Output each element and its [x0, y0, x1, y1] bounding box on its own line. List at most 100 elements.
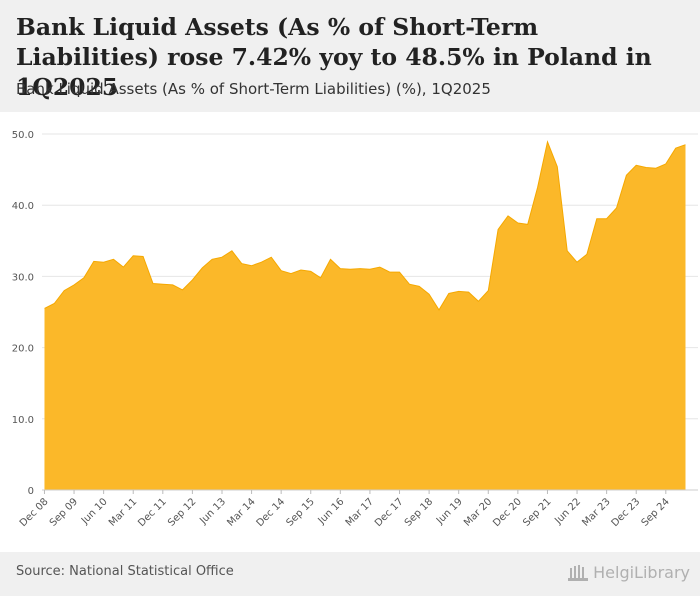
data-point: [675, 147, 677, 149]
data-point: [221, 256, 223, 258]
data-point: [290, 272, 292, 274]
data-point: [635, 164, 637, 166]
x-tick-label: Sep 12: [166, 496, 198, 528]
x-tick-label: Dec 08: [18, 496, 51, 529]
series-area: [44, 141, 686, 491]
y-tick-label: 50.0: [12, 130, 34, 141]
x-tick-label: Dec 20: [491, 496, 524, 529]
x-tick-label: Sep 18: [403, 496, 435, 528]
data-point: [83, 277, 85, 279]
data-point: [201, 267, 203, 269]
data-point: [112, 258, 114, 260]
data-point: [211, 258, 213, 260]
data-point: [142, 255, 144, 257]
data-point: [684, 144, 686, 146]
x-tick-label: Jun 10: [79, 496, 110, 527]
x-tick-label: Dec 23: [610, 496, 643, 529]
data-point: [507, 215, 509, 217]
data-point: [556, 166, 558, 168]
data-point: [172, 284, 174, 286]
x-tick-label: Mar 14: [225, 496, 257, 528]
x-tick-label: Jun 16: [316, 496, 347, 527]
x-tick-label: Mar 17: [344, 496, 376, 528]
y-tick-label: 30.0: [12, 272, 34, 283]
data-point: [566, 250, 568, 252]
chart-footer: Source: National Statistical Office Helg…: [0, 552, 700, 596]
data-point: [398, 271, 400, 273]
data-point: [379, 266, 381, 268]
data-point: [645, 166, 647, 168]
y-tick-label: 0: [28, 486, 34, 497]
x-tick-label: Jun 22: [552, 496, 583, 527]
chart-area: 0 10.0 20.0 30.0 40.0 50.0 Dec 08 Sep 09 Jun 10 M…: [0, 112, 700, 552]
data-point: [122, 266, 124, 268]
y-tick-label: 10.0: [12, 415, 34, 426]
data-point: [231, 250, 233, 252]
x-tick-label: Mar 20: [462, 496, 494, 528]
data-point: [536, 186, 538, 188]
x-tick-label: Mar 11: [107, 496, 139, 528]
data-point: [181, 289, 183, 291]
data-point: [586, 253, 588, 255]
x-tick-label: Sep 09: [48, 496, 80, 528]
data-point: [418, 285, 420, 287]
x-tick-label: Sep 24: [640, 496, 672, 528]
x-tick-label: Sep 15: [285, 496, 317, 528]
x-tick-label: Dec 14: [255, 496, 288, 529]
x-tick-label: Dec 11: [136, 496, 169, 529]
data-point: [63, 289, 65, 291]
data-point: [191, 279, 193, 281]
chart-subtitle: Bank Liquid Assets (As % of Short-Term L…: [16, 80, 491, 98]
data-point: [250, 265, 252, 267]
x-tick-label: Jun 13: [197, 496, 228, 527]
data-point: [339, 267, 341, 269]
x-tick-label: Sep 21: [521, 496, 553, 528]
brand-name: HelgiLibrary: [593, 562, 690, 582]
data-point: [576, 261, 578, 263]
data-point: [615, 207, 617, 209]
data-point: [438, 309, 440, 311]
data-point: [73, 284, 75, 286]
data-point: [93, 260, 95, 262]
data-point: [359, 267, 361, 269]
data-point: [467, 291, 469, 293]
brand-logo[interactable]: HelgiLibrary: [567, 562, 690, 582]
data-point: [546, 141, 548, 143]
library-icon: [568, 565, 589, 581]
source-note: Source: National Statistical Office: [16, 564, 234, 579]
data-point: [102, 261, 104, 263]
data-point: [132, 255, 134, 257]
data-point: [329, 258, 331, 260]
data-point: [300, 269, 302, 271]
y-tick-label: 20.0: [12, 344, 34, 355]
data-point: [625, 174, 627, 176]
data-point: [428, 293, 430, 295]
data-point: [349, 268, 351, 270]
data-point: [369, 268, 371, 270]
data-point: [260, 261, 262, 263]
data-point: [527, 223, 529, 225]
y-tick-label: 40.0: [12, 201, 34, 212]
data-point: [319, 277, 321, 279]
data-point: [43, 307, 45, 309]
data-point: [389, 271, 391, 273]
data-point: [152, 282, 154, 284]
data-point: [655, 167, 657, 169]
data-point: [605, 218, 607, 220]
data-point: [596, 218, 598, 220]
data-point: [280, 270, 282, 272]
chart-header: Bank Liquid Assets (As % of Short-Term L…: [0, 0, 700, 112]
data-point: [53, 302, 55, 304]
chart-title: Bank Liquid Assets (As % of Short-Term L…: [16, 13, 652, 101]
x-tick-label: Mar 23: [580, 496, 612, 528]
data-point: [517, 222, 519, 224]
data-point: [477, 300, 479, 302]
data-point: [270, 256, 272, 258]
data-point: [448, 292, 450, 294]
data-point: [241, 262, 243, 264]
data-point: [497, 228, 499, 230]
x-tick-label: Jun 19: [434, 496, 465, 527]
series-line: [44, 140, 686, 311]
data-point: [162, 283, 164, 285]
